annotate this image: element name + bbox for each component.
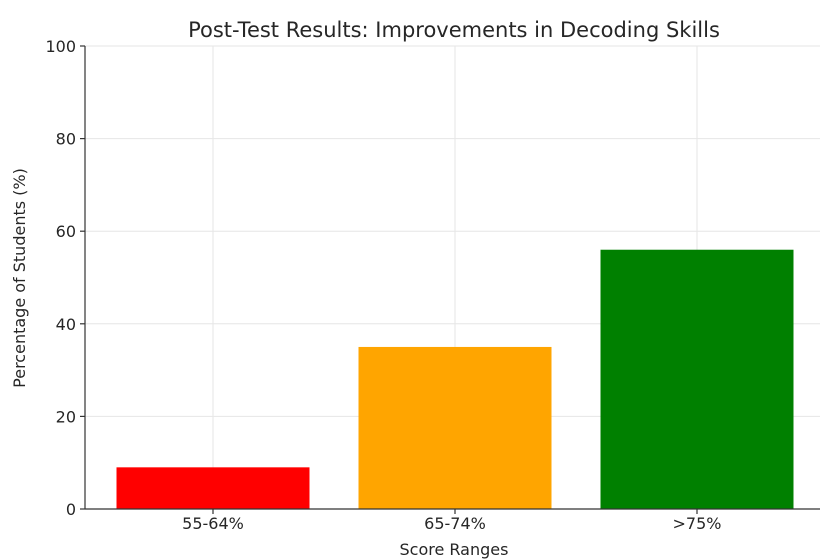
- x-axis-label: Score Ranges: [400, 540, 509, 559]
- y-tick-label: 0: [66, 500, 76, 519]
- y-tick-label: 20: [56, 407, 76, 426]
- y-ticks: 0 20 40 60 80 100: [45, 37, 85, 519]
- grid-lines: [85, 45, 820, 509]
- y-tick-label: 100: [45, 37, 76, 56]
- y-tick-label: 60: [56, 222, 76, 241]
- x-tick-label: >75%: [673, 514, 722, 533]
- bar: [358, 346, 552, 509]
- x-tick-label: 55-64%: [182, 514, 244, 533]
- bars: [116, 249, 794, 509]
- y-tick-label: 80: [56, 130, 76, 149]
- x-tick-label: 65-74%: [424, 514, 486, 533]
- bar: [116, 467, 310, 509]
- y-tick-label: 40: [56, 315, 76, 334]
- x-ticks: 55-64% 65-74% >75%: [182, 509, 721, 533]
- y-axis-label: Percentage of Students (%): [10, 168, 29, 388]
- bar: [600, 249, 794, 509]
- chart-title: Post-Test Results: Improvements in Decod…: [188, 18, 720, 42]
